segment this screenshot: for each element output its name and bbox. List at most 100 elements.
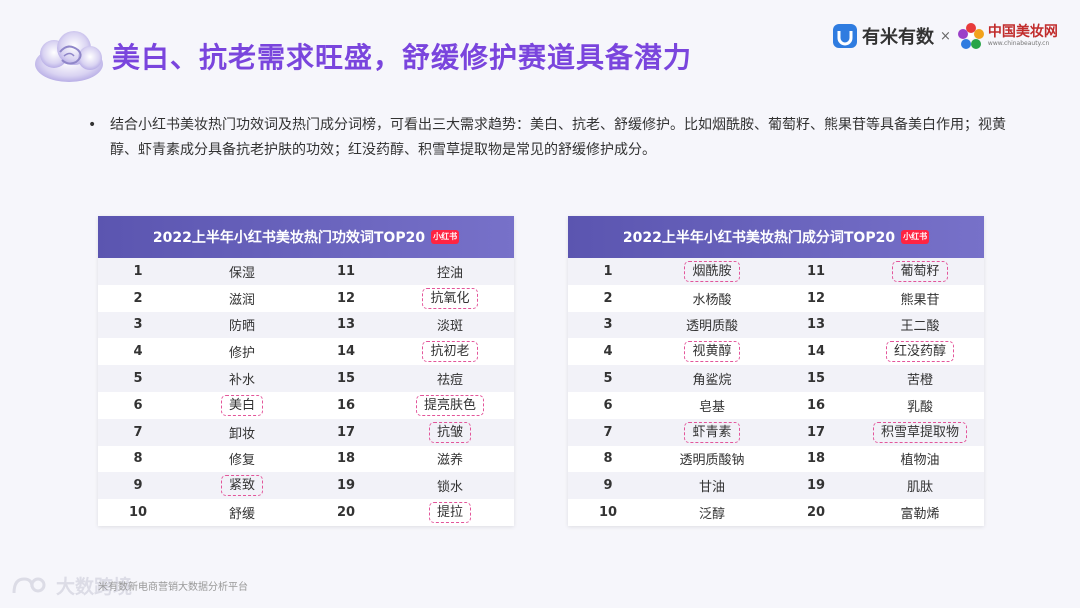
word-cell: 提亮肤色 xyxy=(386,392,514,419)
brand-logos: 有米有数 × 中国美妆网 www.chinabeauty.cn xyxy=(832,22,1058,50)
keyword: 甘油 xyxy=(698,480,725,496)
word-cell: 红没药醇 xyxy=(856,338,984,365)
rank-number: 5 xyxy=(133,371,143,387)
rank-cell: 4 xyxy=(98,338,178,365)
rank-number: 7 xyxy=(603,424,613,440)
word-cell: 泛醇 xyxy=(648,499,776,526)
rank-number: 12 xyxy=(806,290,826,306)
rank-cell: 19 xyxy=(306,472,386,499)
word-cell: 补水 xyxy=(178,365,306,392)
rank-number: 11 xyxy=(806,263,826,279)
keyword: 富勒烯 xyxy=(900,507,940,523)
rank-cell: 14 xyxy=(306,338,386,365)
chinabeauty-logo: 中国美妆网 www.chinabeauty.cn xyxy=(957,22,1058,50)
page-title: 美白、抗老需求旺盛，舒缓修护赛道具备潜力 xyxy=(112,41,693,74)
rank-cell: 12 xyxy=(776,285,856,312)
rank-cell: 4 xyxy=(568,338,648,365)
rank-cell: 14 xyxy=(776,338,856,365)
highlighted-keyword: 视黄醇 xyxy=(684,341,740,363)
rank-cell: 7 xyxy=(98,419,178,446)
rank-number: 9 xyxy=(603,478,613,494)
word-cell: 甘油 xyxy=(648,472,776,499)
table-row: 9 甘油 19 肌肽 xyxy=(568,472,984,500)
rank-cell: 6 xyxy=(98,392,178,419)
chinabeauty-logo-text: 中国美妆网 xyxy=(987,24,1058,40)
rank-number: 17 xyxy=(336,424,356,440)
summary-bullet: • 结合小红书美妆热门功效词及热门成分词榜，可看出三大需求趋势：美白、抗老、舒缓… xyxy=(88,113,1008,163)
word-cell: 视黄醇 xyxy=(648,338,776,365)
rank-number: 14 xyxy=(336,344,356,360)
word-cell: 淡斑 xyxy=(386,312,514,339)
rank-cell: 12 xyxy=(306,285,386,312)
word-cell: 水杨酸 xyxy=(648,285,776,312)
rank-number: 4 xyxy=(603,344,613,360)
rank-cell: 9 xyxy=(98,472,178,499)
ingredient-table-title: 2022上半年小红书美妆热门成分词TOP20 xyxy=(622,230,896,246)
keyword: 乳酸 xyxy=(906,399,933,415)
rank-number: 15 xyxy=(806,371,826,387)
table-row: 7 卸妆 17 抗皱 xyxy=(98,418,514,446)
word-cell: 苦橙 xyxy=(856,365,984,392)
rank-number: 13 xyxy=(806,317,826,333)
word-cell: 控油 xyxy=(386,258,514,285)
word-cell: 熊果苷 xyxy=(856,285,984,312)
keyword: 修复 xyxy=(228,453,255,469)
rank-cell: 19 xyxy=(776,472,856,499)
rank-cell: 15 xyxy=(306,365,386,392)
keyword: 滋润 xyxy=(228,292,255,308)
rank-number: 10 xyxy=(598,505,618,521)
word-cell: 锁水 xyxy=(386,472,514,499)
keyword: 祛痘 xyxy=(436,373,463,389)
rank-number: 8 xyxy=(603,451,613,467)
keyword: 苦橙 xyxy=(906,373,933,389)
rank-number: 20 xyxy=(806,505,826,521)
keyword: 补水 xyxy=(228,373,255,389)
rank-number: 3 xyxy=(133,317,143,333)
highlighted-keyword: 葡萄籽 xyxy=(892,260,948,282)
ingredient-words-table: 2022上半年小红书美妆热门成分词TOP20 小红书 1 烟酰胺 11 葡萄籽 2 水杨酸… xyxy=(568,216,984,526)
youmi-logo: 有米有数 xyxy=(832,23,934,49)
rank-cell: 2 xyxy=(98,285,178,312)
rank-number: 4 xyxy=(133,344,143,360)
rank-cell: 17 xyxy=(776,419,856,446)
highlighted-keyword: 红没药醇 xyxy=(885,341,954,363)
rank-number: 5 xyxy=(603,371,613,387)
rank-cell: 13 xyxy=(776,312,856,339)
word-cell: 舒缓 xyxy=(178,499,306,526)
rank-cell: 20 xyxy=(776,499,856,526)
keyword: 锁水 xyxy=(436,480,463,496)
highlighted-keyword: 提拉 xyxy=(428,502,471,524)
word-cell: 烟酰胺 xyxy=(648,258,776,285)
rank-cell: 10 xyxy=(568,499,648,526)
word-cell: 葡萄籽 xyxy=(856,258,984,285)
word-cell: 滋润 xyxy=(178,285,306,312)
word-cell: 抗氧化 xyxy=(386,285,514,312)
keyword: 修护 xyxy=(228,346,255,362)
logo-separator: × xyxy=(940,28,951,44)
efficacy-words-table: 2022上半年小红书美妆热门功效词TOP20 小红书 1 保湿 11 控油 2 滋润 12 抗… xyxy=(98,216,514,526)
rank-cell: 2 xyxy=(568,285,648,312)
rank-number: 2 xyxy=(133,290,143,306)
keyword: 植物油 xyxy=(900,453,940,469)
rank-number: 9 xyxy=(133,478,143,494)
rank-cell: 1 xyxy=(98,258,178,285)
word-cell: 修复 xyxy=(178,446,306,473)
rank-number: 11 xyxy=(336,263,356,279)
rank-cell: 13 xyxy=(306,312,386,339)
rank-number: 17 xyxy=(806,424,826,440)
keyword: 保湿 xyxy=(228,265,255,281)
rank-number: 16 xyxy=(806,397,826,413)
table-row: 8 修复 18 滋养 xyxy=(98,446,514,473)
rank-cell: 15 xyxy=(776,365,856,392)
rank-cell: 1 xyxy=(568,258,648,285)
table-row: 3 透明质酸 13 王二酸 xyxy=(568,311,984,339)
word-cell: 乳酸 xyxy=(856,392,984,419)
keyword: 角鲨烷 xyxy=(692,373,732,389)
rank-number: 6 xyxy=(603,397,613,413)
table-row: 5 补水 15 祛痘 xyxy=(98,365,514,392)
xiaohongshu-badge: 小红书 xyxy=(901,230,930,244)
table-row: 2 滋润 12 抗氧化 xyxy=(98,285,514,312)
word-cell: 王二酸 xyxy=(856,312,984,339)
table-row: 2 水杨酸 12 熊果苷 xyxy=(568,285,984,312)
word-cell: 祛痘 xyxy=(386,365,514,392)
